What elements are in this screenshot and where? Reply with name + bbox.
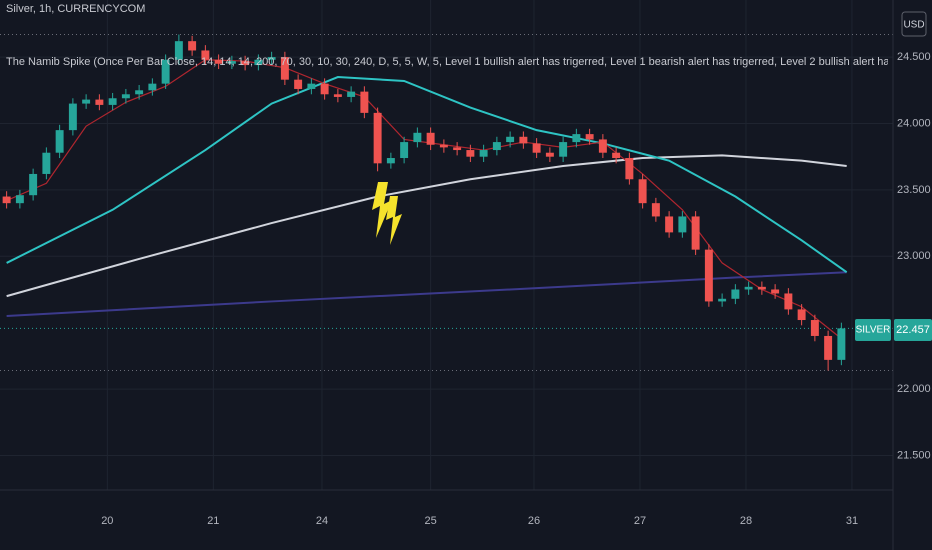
candle-body [148, 83, 157, 91]
candle-body [691, 216, 700, 250]
candle-body [254, 59, 263, 66]
indicator-label: The Namib Spike (Once Per Bar Close, 14,… [6, 56, 932, 68]
candle-body [373, 112, 382, 164]
candle-body [333, 94, 342, 97]
candle-body [426, 132, 435, 145]
candle-body [15, 195, 24, 204]
y-tick-label: 24.000 [897, 117, 931, 129]
candle-body [307, 83, 316, 89]
candle-body [439, 144, 448, 148]
candle-body [108, 98, 117, 105]
candle-body [572, 134, 581, 143]
candle-body [651, 203, 660, 217]
candle-body [42, 152, 51, 174]
candle-body [466, 150, 475, 157]
candle-body [479, 150, 488, 157]
candle-body [585, 134, 594, 140]
candle-body [161, 59, 170, 84]
candle-body [188, 41, 197, 51]
plot [2, 34, 848, 371]
candle-body [810, 320, 819, 336]
price-box [894, 319, 932, 341]
axes: 24.500 24.000 23.500 23.000 22.000 21.500 20 21… [101, 51, 930, 527]
candle-body [280, 57, 289, 80]
candle-body [68, 103, 77, 131]
ma-line [6, 76, 848, 274]
candle-body [29, 173, 38, 196]
candle-body [678, 216, 687, 233]
candle-body [718, 298, 727, 302]
candle-body [771, 289, 780, 294]
currency-label: USD [903, 20, 924, 31]
candle-body [82, 99, 91, 104]
candle-body [598, 139, 607, 153]
y-tick-label: 21.500 [897, 449, 931, 461]
candle-body [121, 94, 130, 99]
ma-line [6, 154, 847, 298]
candle-body [824, 335, 833, 360]
candle-body [665, 216, 674, 233]
candle-body [135, 90, 144, 95]
candle-body [400, 142, 409, 159]
candle-body [214, 59, 223, 64]
y-tick-label: 23.000 [897, 250, 931, 262]
x-tick-label: 24 [316, 515, 328, 527]
candle-body [559, 142, 568, 157]
ma-line [6, 59, 842, 340]
alert-arrows [372, 182, 402, 245]
candle-body [201, 50, 210, 60]
candle-body [294, 79, 303, 89]
indicator-clip: The Namib Spike (Once Per Bar Close, 14,… [6, 56, 932, 68]
candle-body [241, 61, 250, 66]
candle-body [360, 91, 369, 113]
currency-box[interactable] [901, 11, 927, 37]
candle-body [492, 142, 501, 151]
x-tick-label: 21 [207, 515, 219, 527]
candle-body [386, 158, 395, 164]
candle-body [55, 130, 64, 153]
x-tick-label: 31 [846, 515, 858, 527]
candle-body [744, 286, 753, 290]
y-tick-label: 23.500 [897, 184, 931, 196]
grid [0, 0, 893, 490]
x-tick-label: 20 [101, 515, 113, 527]
candle-body [625, 158, 634, 180]
candle-body [453, 147, 462, 151]
candle-body [174, 41, 183, 60]
candle-body [347, 91, 356, 97]
x-tick-label: 25 [424, 515, 436, 527]
candle-body [519, 136, 528, 144]
candle-body [95, 99, 104, 105]
candle-body [413, 132, 422, 143]
candle-body [267, 57, 276, 60]
candle-body [227, 61, 236, 64]
candle-body [837, 328, 846, 360]
candle-body [731, 289, 740, 299]
arrow-icon [372, 182, 392, 238]
chart-title: Silver, 1h, CURRENCYCOM [6, 3, 145, 15]
candle-body [320, 83, 329, 95]
symbol-box [855, 319, 891, 341]
x-tick-label: 28 [740, 515, 752, 527]
symbol-label: SILVER [856, 325, 891, 336]
candle-body [797, 309, 806, 321]
ma-line [6, 271, 847, 318]
candle-body [2, 196, 11, 204]
candle-body [638, 179, 647, 204]
candle-body [612, 152, 621, 159]
candle-body [545, 152, 554, 157]
arrow-icon [386, 196, 402, 245]
candle-body [704, 249, 713, 302]
last-price-label: 22.457 [896, 324, 930, 336]
x-tick-label: 26 [528, 515, 540, 527]
y-tick-label: 22.000 [897, 383, 931, 395]
candle-body [784, 293, 793, 310]
candle-body [532, 143, 541, 153]
candle-body [506, 136, 515, 143]
y-tick-label: 24.500 [897, 51, 931, 63]
x-tick-label: 27 [634, 515, 646, 527]
candle-body [757, 286, 766, 290]
